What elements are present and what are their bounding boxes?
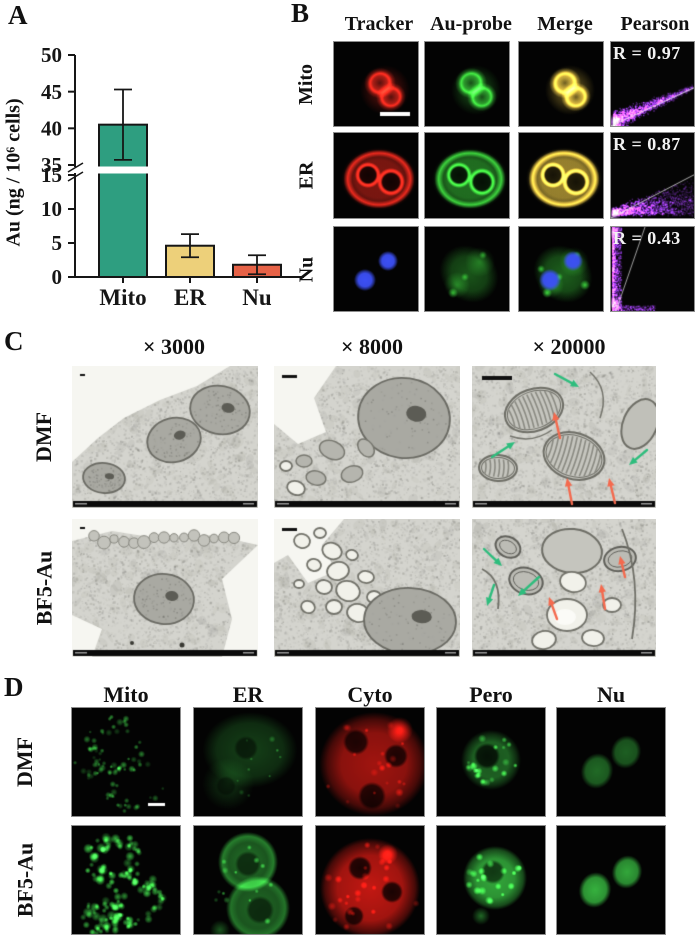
panel-b-col-header-pearson: Pearson [620, 13, 690, 35]
b-nu-merge-image [518, 226, 604, 312]
b-er-merge-image [518, 132, 604, 219]
panel-b-row-label-er: ER [295, 161, 318, 190]
panel-c-label: C [4, 326, 24, 356]
panel-b-col-header-merge: Merge [537, 13, 593, 35]
panel-b-label: B [291, 0, 310, 28]
panel-b-row-label-mito: Mito [295, 63, 318, 105]
panel-c-col-header-3000: × 3000 [142, 334, 206, 359]
b-nu-pearson-plot [610, 226, 695, 312]
c-dmf-8000-tem-image [274, 366, 460, 508]
b-nu-tracker-image [333, 226, 419, 312]
d-bf5-cyto-image [315, 825, 425, 935]
panel-d-col-header-mito: Mito [103, 682, 149, 707]
panel-b-col-header-au-probe: Au-probe [430, 13, 512, 35]
b-mito-tracker-image [333, 41, 419, 127]
b-er-tracker-image [333, 132, 419, 219]
panel-c-row-label-bf5-au: BF5-Au [31, 550, 56, 626]
d-bf5-nu-image [556, 825, 666, 935]
c-dmf-20000-tem-image [472, 366, 656, 508]
panel-d-col-header-nu: Nu [596, 682, 626, 707]
panel-d-col-header-pero: Pero [469, 682, 513, 707]
svg-text:ER: ER [174, 285, 206, 310]
b-er-au-probe-image [424, 132, 510, 219]
b-mito-au-probe-image [424, 41, 510, 127]
d-dmf-er-image [193, 707, 303, 817]
panel-d-col-header-cyto: Cyto [347, 682, 393, 707]
b-er-pearson-plot [610, 132, 695, 219]
panel-b-row-label-nu: Nu [295, 256, 318, 282]
svg-text:5: 5 [52, 231, 63, 255]
svg-text:35: 35 [41, 153, 62, 177]
svg-text:10: 10 [41, 197, 62, 221]
y-axis-label: Au (ng / 10⁶ cells) [2, 97, 25, 247]
panel-b-col-header-tracker: Tracker [344, 13, 414, 35]
panel-d-col-header-er: ER [232, 682, 264, 707]
svg-text:Nu: Nu [242, 285, 272, 310]
pearson-r-mito: R = 0.97 [613, 43, 681, 63]
svg-text:0: 0 [52, 265, 63, 289]
d-dmf-pero-image [436, 707, 546, 817]
panel-c-row-label-dmf: DMF [31, 411, 56, 463]
c-bf5-20000-tem-image [472, 519, 656, 657]
svg-text:15: 15 [41, 163, 62, 187]
d-dmf-nu-image [556, 707, 666, 817]
pearson-r-nu: R = 0.43 [613, 228, 681, 248]
panel-d-label: D [4, 672, 24, 702]
svg-text:40: 40 [41, 116, 62, 140]
c-bf5-8000-tem-image [274, 519, 460, 657]
d-bf5-pero-image [436, 825, 546, 935]
b-nu-au-probe-image [424, 226, 510, 312]
c-bf5-3000-tem-image [72, 519, 258, 657]
panel-a-label: A [8, 0, 28, 30]
d-dmf-cyto-image [315, 707, 425, 817]
pearson-r-er: R = 0.87 [613, 134, 681, 154]
svg-text:Mito: Mito [99, 285, 146, 310]
panel-c-col-header-20000: × 20000 [532, 334, 606, 359]
b-mito-merge-image [518, 41, 604, 127]
panel-d-row-label-bf5-au: BF5-Au [12, 842, 37, 918]
b-mito-pearson-plot [610, 41, 695, 127]
svg-text:50: 50 [41, 43, 62, 67]
d-bf5-er-image [193, 825, 303, 935]
panel-d-row-label-dmf: DMF [12, 736, 37, 788]
c-dmf-3000-tem-image [72, 366, 258, 508]
d-bf5-mito-image [71, 825, 181, 935]
svg-text:45: 45 [41, 80, 62, 104]
d-dmf-mito-image [71, 707, 181, 817]
panel-c-col-header-8000: × 8000 [340, 334, 404, 359]
